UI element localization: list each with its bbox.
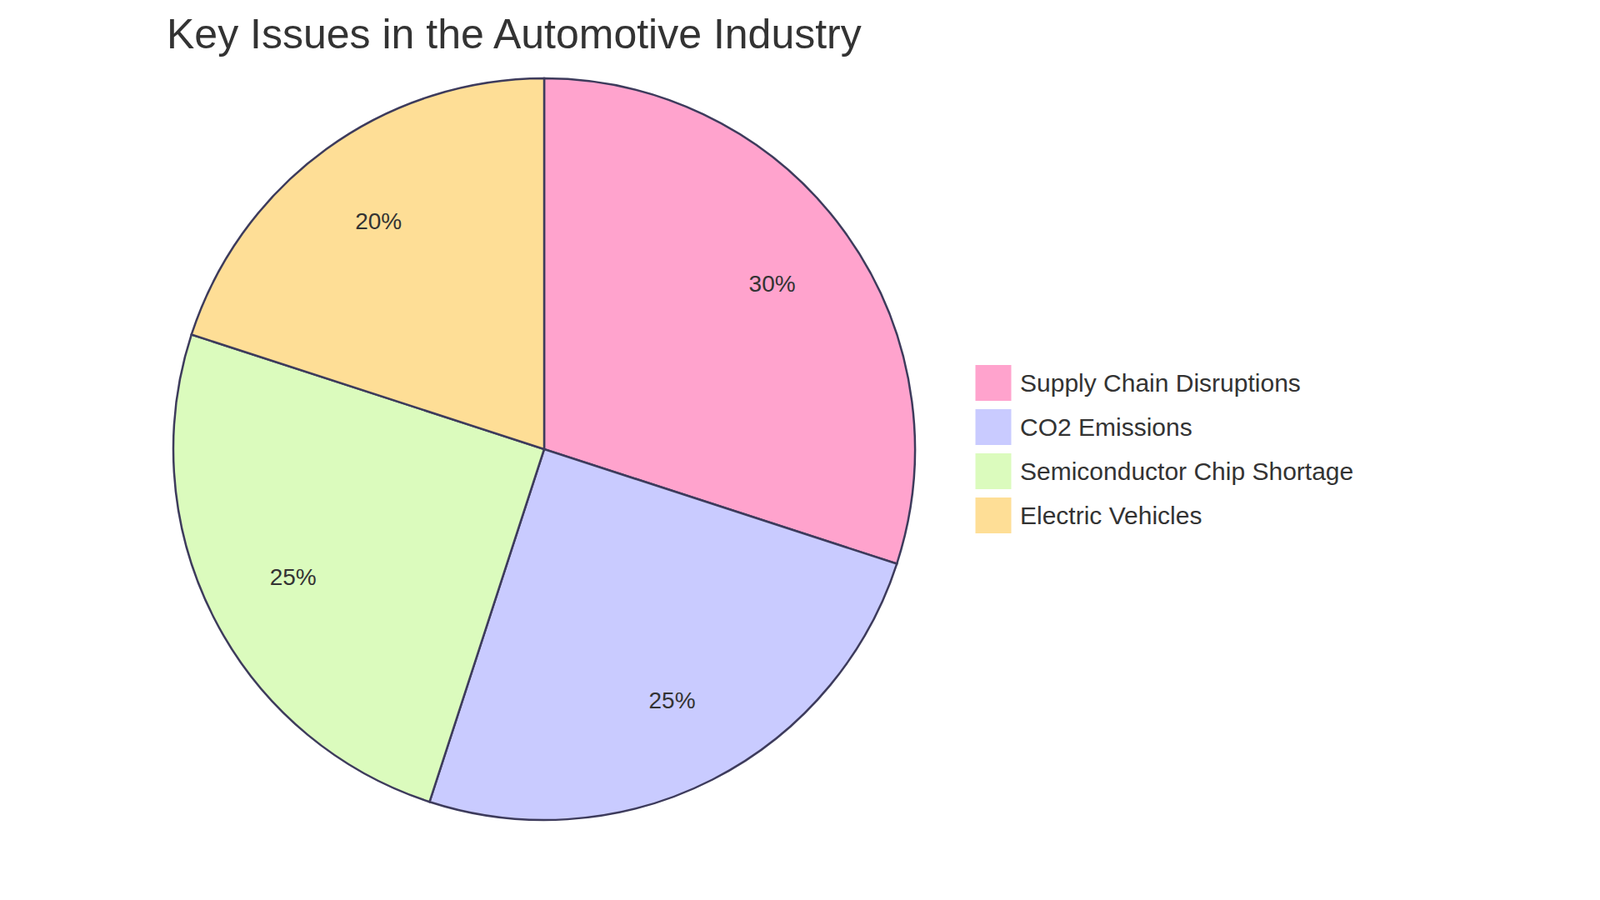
chart: Key Issues in the Automotive Industry 30%…	[0, 0, 1600, 900]
legend-swatch	[975, 497, 1012, 535]
legend-swatch	[975, 453, 1012, 490]
data-label: 25%	[270, 564, 317, 590]
legend-item: CO2 Emissions	[975, 409, 1193, 446]
legend-swatch	[975, 409, 1012, 446]
legend-item: Supply Chain Disruptions	[975, 365, 1301, 402]
legend-label: Electric Vehicles	[1020, 501, 1202, 530]
legend-item: Electric Vehicles	[975, 497, 1202, 535]
legend-swatch	[975, 365, 1012, 402]
legend-label: CO2 Emissions	[1020, 413, 1193, 441]
legend-label: Supply Chain Disruptions	[1020, 369, 1301, 397]
pie	[173, 78, 915, 820]
legend-label: Semiconductor Chip Shortage	[1020, 457, 1354, 485]
data-label: 20%	[355, 208, 402, 235]
data-labels: 30% 25% 25% 20%	[270, 208, 796, 714]
legend: Supply Chain Disruptions CO2 Emissions Sem…	[975, 365, 1354, 535]
chart-title: Key Issues in the Automotive Industry	[166, 10, 862, 58]
data-label: 25%	[649, 687, 696, 714]
legend-item: Semiconductor Chip Shortage	[975, 453, 1354, 490]
data-label: 30%	[749, 270, 796, 297]
pie-slice	[191, 78, 545, 450]
